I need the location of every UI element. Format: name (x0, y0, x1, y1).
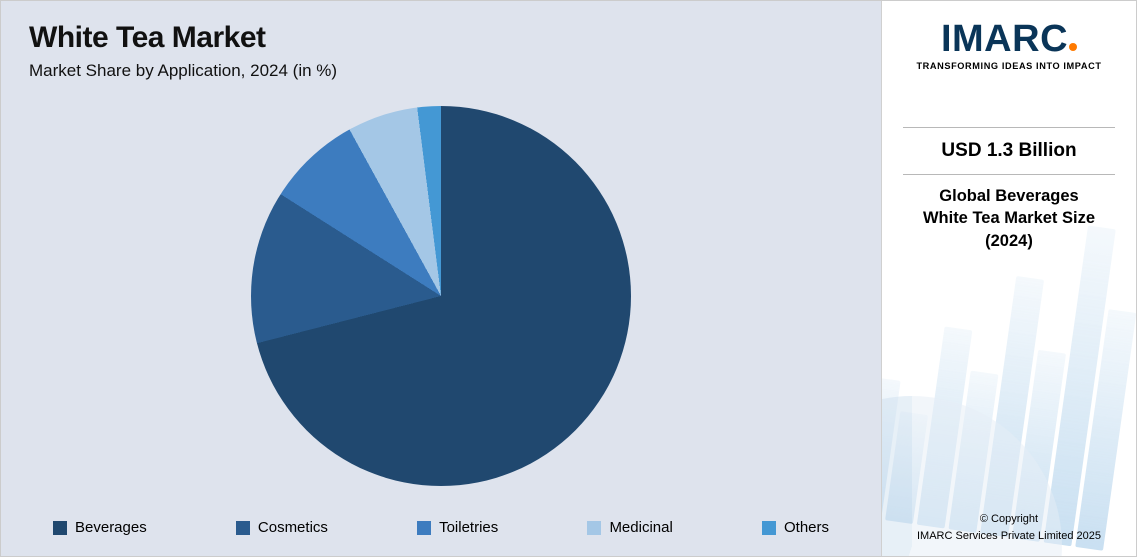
stat-value: USD 1.3 Billion (941, 140, 1076, 162)
stat-label: Global Beverages White Tea Market Size (… (923, 185, 1095, 252)
sidebar-background (882, 1, 1136, 556)
chart-panel: White Tea Market Market Share by Applica… (1, 1, 881, 556)
stat-label-line: Global Beverages (939, 187, 1078, 205)
pie-chart (251, 106, 631, 486)
legend-label: Medicinal (609, 519, 672, 536)
infographic-container: White Tea Market Market Share by Applica… (0, 0, 1137, 557)
legend-swatch (53, 521, 67, 535)
legend-label: Others (784, 519, 829, 536)
legend-swatch (587, 521, 601, 535)
copyright-block: © Copyright IMARC Services Private Limit… (917, 511, 1101, 546)
legend-swatch (762, 521, 776, 535)
legend-label: Toiletries (439, 519, 498, 536)
legend-swatch (417, 521, 431, 535)
logo-block: IMARC TRANSFORMING IDEAS INTO IMPACT (916, 21, 1101, 71)
stat-label-line: White Tea Market Size (923, 209, 1095, 227)
logo-tagline: TRANSFORMING IDEAS INTO IMPACT (916, 61, 1101, 71)
legend-swatch (236, 521, 250, 535)
imarc-logo: IMARC (916, 21, 1101, 57)
stat-label-line: (2024) (985, 232, 1033, 250)
divider (903, 174, 1115, 175)
chart-legend: Beverages Cosmetics Toiletries Medicinal Oth… (29, 511, 853, 540)
legend-item: Beverages (53, 519, 147, 536)
legend-item: Toiletries (417, 519, 498, 536)
copyright-line: IMARC Services Private Limited 2025 (917, 530, 1101, 542)
legend-item: Medicinal (587, 519, 672, 536)
legend-label: Beverages (75, 519, 147, 536)
legend-label: Cosmetics (258, 519, 328, 536)
legend-item: Cosmetics (236, 519, 328, 536)
sidebar-panel: IMARC TRANSFORMING IDEAS INTO IMPACT USD… (881, 1, 1136, 556)
logo-text: IMARC (941, 18, 1068, 60)
chart-subtitle: Market Share by Application, 2024 (in %) (29, 61, 853, 81)
pie-chart-wrapper (29, 81, 853, 511)
divider (903, 127, 1115, 128)
logo-dot-icon (1069, 43, 1077, 51)
chart-title: White Tea Market (29, 21, 853, 55)
legend-item: Others (762, 519, 829, 536)
copyright-line: © Copyright (980, 513, 1038, 525)
